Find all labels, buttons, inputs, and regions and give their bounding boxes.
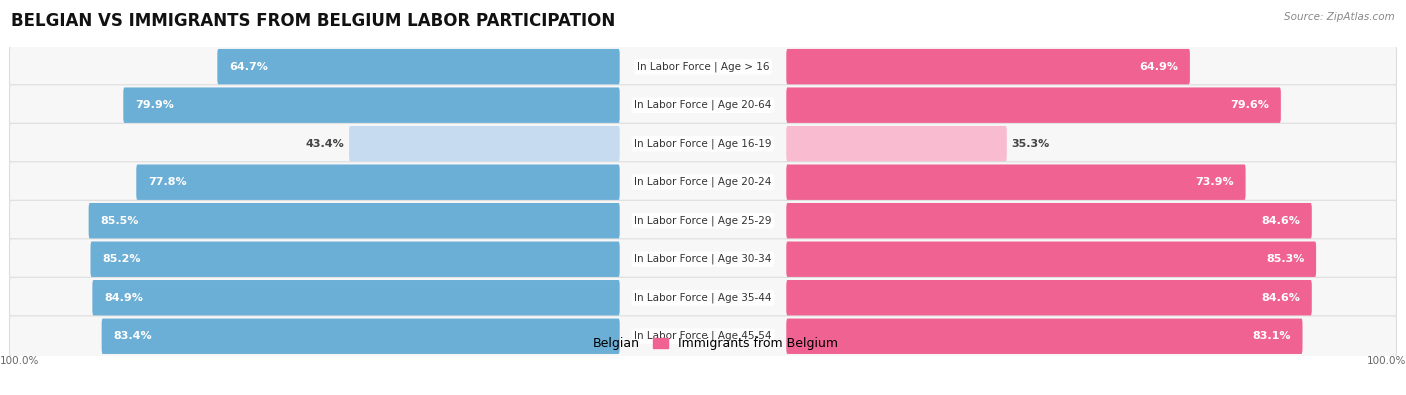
- FancyBboxPatch shape: [786, 203, 1312, 239]
- Text: Source: ZipAtlas.com: Source: ZipAtlas.com: [1284, 12, 1395, 22]
- Text: 43.4%: 43.4%: [305, 139, 344, 149]
- Text: In Labor Force | Age 45-54: In Labor Force | Age 45-54: [634, 331, 772, 342]
- Text: In Labor Force | Age 30-34: In Labor Force | Age 30-34: [634, 254, 772, 265]
- FancyBboxPatch shape: [786, 87, 1281, 123]
- FancyBboxPatch shape: [786, 126, 1007, 162]
- FancyBboxPatch shape: [218, 49, 620, 85]
- Text: 79.9%: 79.9%: [135, 100, 174, 110]
- Text: BELGIAN VS IMMIGRANTS FROM BELGIUM LABOR PARTICIPATION: BELGIAN VS IMMIGRANTS FROM BELGIUM LABOR…: [11, 12, 616, 30]
- FancyBboxPatch shape: [10, 200, 1396, 241]
- Text: 64.7%: 64.7%: [229, 62, 267, 71]
- Text: 85.5%: 85.5%: [100, 216, 139, 226]
- Text: 83.1%: 83.1%: [1253, 331, 1291, 341]
- FancyBboxPatch shape: [10, 162, 1396, 203]
- Text: 64.9%: 64.9%: [1139, 62, 1178, 71]
- Text: 84.9%: 84.9%: [104, 293, 143, 303]
- Text: 73.9%: 73.9%: [1195, 177, 1234, 187]
- FancyBboxPatch shape: [101, 318, 620, 354]
- Text: In Labor Force | Age > 16: In Labor Force | Age > 16: [637, 61, 769, 72]
- FancyBboxPatch shape: [10, 316, 1396, 357]
- FancyBboxPatch shape: [124, 87, 620, 123]
- Text: 83.4%: 83.4%: [114, 331, 152, 341]
- Text: In Labor Force | Age 20-64: In Labor Force | Age 20-64: [634, 100, 772, 111]
- Text: In Labor Force | Age 20-24: In Labor Force | Age 20-24: [634, 177, 772, 188]
- FancyBboxPatch shape: [786, 49, 1189, 85]
- FancyBboxPatch shape: [90, 241, 620, 277]
- FancyBboxPatch shape: [10, 239, 1396, 280]
- FancyBboxPatch shape: [786, 280, 1312, 316]
- Text: 84.6%: 84.6%: [1261, 293, 1301, 303]
- Text: 85.3%: 85.3%: [1267, 254, 1305, 264]
- FancyBboxPatch shape: [786, 241, 1316, 277]
- FancyBboxPatch shape: [349, 126, 620, 162]
- Text: In Labor Force | Age 16-19: In Labor Force | Age 16-19: [634, 138, 772, 149]
- FancyBboxPatch shape: [10, 85, 1396, 126]
- FancyBboxPatch shape: [10, 46, 1396, 87]
- Legend: Belgian, Immigrants from Belgium: Belgian, Immigrants from Belgium: [564, 333, 842, 356]
- Text: 79.6%: 79.6%: [1230, 100, 1270, 110]
- FancyBboxPatch shape: [10, 277, 1396, 318]
- FancyBboxPatch shape: [786, 164, 1246, 200]
- Text: 100.0%: 100.0%: [1367, 356, 1406, 365]
- Text: 35.3%: 35.3%: [1011, 139, 1050, 149]
- Text: 100.0%: 100.0%: [0, 356, 39, 365]
- Text: 84.6%: 84.6%: [1261, 216, 1301, 226]
- FancyBboxPatch shape: [786, 318, 1302, 354]
- Text: In Labor Force | Age 25-29: In Labor Force | Age 25-29: [634, 215, 772, 226]
- Text: 77.8%: 77.8%: [148, 177, 187, 187]
- FancyBboxPatch shape: [10, 123, 1396, 164]
- Text: In Labor Force | Age 35-44: In Labor Force | Age 35-44: [634, 292, 772, 303]
- FancyBboxPatch shape: [93, 280, 620, 316]
- FancyBboxPatch shape: [89, 203, 620, 239]
- Text: 85.2%: 85.2%: [103, 254, 141, 264]
- FancyBboxPatch shape: [136, 164, 620, 200]
